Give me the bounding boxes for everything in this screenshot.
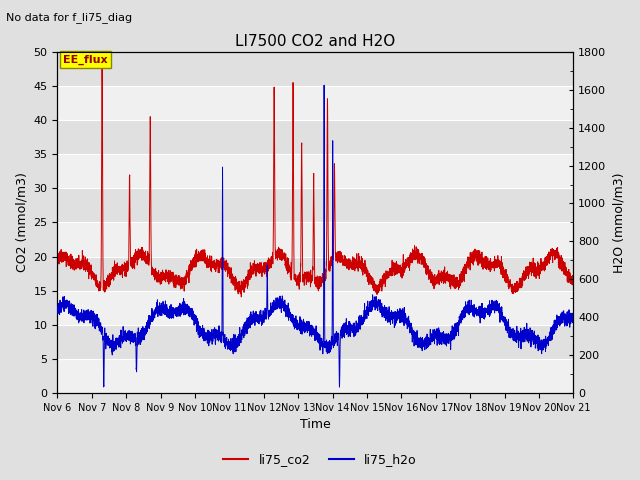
Title: LI7500 CO2 and H2O: LI7500 CO2 and H2O [236,34,396,49]
X-axis label: Time: Time [300,419,331,432]
Bar [58,325,573,359]
Text: No data for f_li75_diag: No data for f_li75_diag [6,12,132,23]
Bar [58,154,573,188]
Legend: li75_co2, li75_h2o: li75_co2, li75_h2o [218,448,422,471]
Bar [58,86,573,120]
Bar [58,291,573,325]
Y-axis label: CO2 (mmol/m3): CO2 (mmol/m3) [15,172,28,272]
Bar [58,359,573,393]
Bar [58,257,573,291]
Bar [58,188,573,222]
Bar [58,52,573,86]
Bar [58,222,573,257]
Text: EE_flux: EE_flux [63,55,108,65]
Bar [58,120,573,154]
Y-axis label: H2O (mmol/m3): H2O (mmol/m3) [612,172,625,273]
